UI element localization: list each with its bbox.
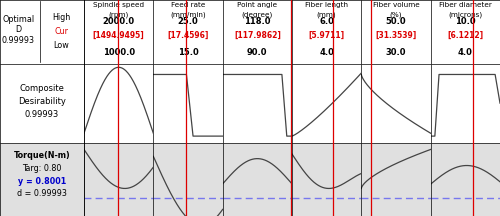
Text: [5.9711]: [5.9711] [308, 31, 344, 40]
Text: Feed rate: Feed rate [171, 2, 205, 8]
Text: Desirability: Desirability [18, 97, 66, 106]
Text: d = 0.99993: d = 0.99993 [17, 189, 67, 199]
Text: 4.0: 4.0 [319, 48, 334, 57]
Text: 25.0: 25.0 [178, 17, 199, 26]
Text: 1000.0: 1000.0 [102, 48, 134, 57]
Text: High: High [52, 13, 70, 22]
Text: 2000.0: 2000.0 [102, 17, 134, 26]
Text: (mm/min): (mm/min) [170, 11, 206, 18]
Text: [1494.9495]: [1494.9495] [93, 31, 144, 40]
Text: 0.99993: 0.99993 [25, 110, 59, 119]
Text: [17.4596]: [17.4596] [168, 31, 208, 40]
Text: (mm): (mm) [317, 11, 336, 18]
Text: Torque(N-m): Torque(N-m) [14, 151, 70, 160]
Text: Cur: Cur [54, 27, 68, 36]
Text: [6.1212]: [6.1212] [448, 31, 484, 40]
Text: Fiber length: Fiber length [305, 2, 348, 8]
Text: 15.0: 15.0 [178, 48, 199, 57]
Text: 6.0: 6.0 [319, 17, 334, 26]
Text: [31.3539]: [31.3539] [376, 31, 416, 40]
Text: (%): (%) [390, 11, 402, 18]
Text: Optimal: Optimal [2, 15, 34, 24]
Text: 30.0: 30.0 [386, 48, 406, 57]
Text: D: D [16, 25, 22, 34]
Text: [117.9862]: [117.9862] [234, 31, 281, 40]
Text: (rpm): (rpm) [108, 11, 129, 18]
Text: 10.0: 10.0 [455, 17, 475, 26]
Text: Fiber diameter: Fiber diameter [439, 2, 492, 8]
Text: Fiber volume: Fiber volume [372, 2, 420, 8]
Text: (microns): (microns) [448, 11, 482, 18]
Text: Spindle speed: Spindle speed [93, 2, 144, 8]
Text: 90.0: 90.0 [247, 48, 268, 57]
Text: 50.0: 50.0 [386, 17, 406, 26]
Text: 118.0: 118.0 [244, 17, 270, 26]
Text: Targ: 0.80: Targ: 0.80 [22, 164, 62, 173]
Text: 0.99993: 0.99993 [2, 36, 35, 45]
Text: (degree): (degree) [242, 11, 273, 18]
Text: y = 0.8001: y = 0.8001 [18, 177, 66, 186]
Text: Low: Low [54, 41, 69, 50]
Text: Point angle: Point angle [238, 2, 278, 8]
Text: 4.0: 4.0 [458, 48, 473, 57]
Text: Composite: Composite [20, 84, 64, 94]
